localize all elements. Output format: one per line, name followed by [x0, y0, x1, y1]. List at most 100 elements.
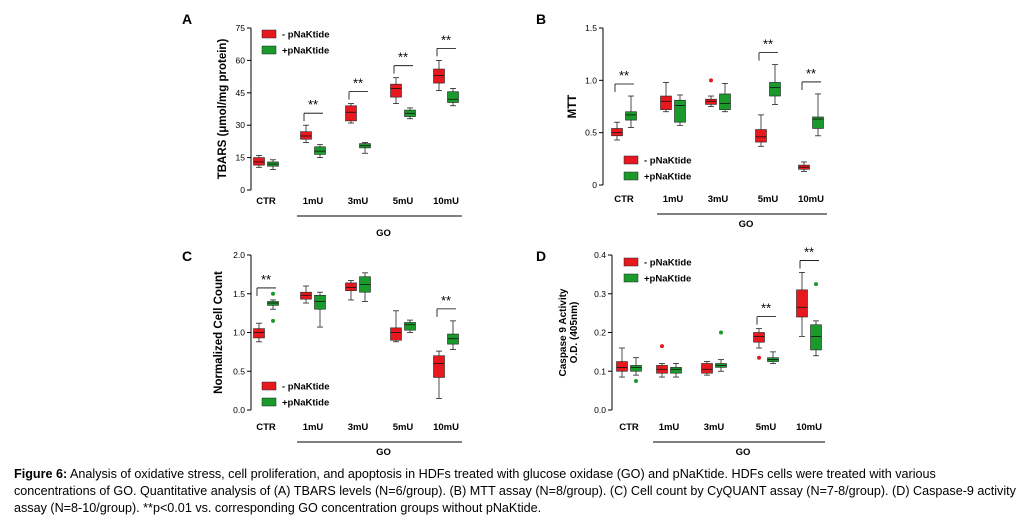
significance-ctr: ** [256, 272, 276, 296]
caption-text: Analysis of oxidative stress, cell proli… [14, 467, 1016, 515]
box-body [433, 68, 445, 84]
panel-a: A 0 15 30 45 60 75 TBARS (μmol/mg protein) CTR 1m… [182, 11, 462, 239]
box-plus-5mu [404, 107, 416, 120]
legend-label-plus: +pNaKtide [282, 46, 329, 57]
box-body [810, 324, 822, 351]
box-body [719, 93, 731, 110]
y-tick-label: 60 [236, 55, 246, 65]
category-label: 10mU [796, 422, 822, 433]
category-label: 10mU [798, 194, 824, 205]
legend: - pNaKtide +pNaKtide [623, 258, 692, 285]
box-minus-ctr [611, 121, 623, 141]
significance-5mu: ** [756, 301, 776, 325]
y-tick-label: 0.1 [594, 366, 606, 376]
box-body [314, 146, 326, 155]
box-body [253, 328, 265, 339]
category-label: 3mU [704, 422, 725, 433]
legend-swatch-minus [623, 155, 639, 165]
box-plus-3mu [719, 83, 731, 113]
outlier-point [757, 355, 761, 360]
legend-label-plus: +pNaKtide [282, 398, 329, 409]
significance-label: ** [441, 32, 451, 47]
panel-letter: D [536, 248, 546, 264]
box-plus-3mu [359, 272, 371, 302]
group-label: GO [739, 219, 754, 230]
box-body [769, 82, 781, 97]
y-axis-label: TBARS (μmol/mg protein) [217, 39, 229, 180]
box-minus-ctr [616, 347, 628, 378]
y-tick-label: 0.2 [594, 328, 606, 338]
box-plus-10mu [447, 88, 459, 107]
significance-label: ** [308, 97, 318, 112]
y-tick-label: 1.5 [585, 23, 597, 33]
y-tick-label: 0.5 [233, 366, 245, 376]
box-minus-1mu [656, 344, 668, 378]
category-label: 1mU [303, 422, 324, 433]
category-label: 3mU [348, 196, 369, 207]
box-body [674, 99, 686, 123]
box-body [345, 282, 357, 291]
box-body [390, 83, 402, 98]
box-plus-1mu [314, 144, 326, 159]
legend: - pNaKtide +pNaKtide [261, 382, 330, 409]
category-label: 10mU [433, 196, 459, 207]
legend-label-minus: - pNaKtide [282, 30, 330, 41]
y-tick-label: 75 [236, 23, 246, 33]
box-body [300, 131, 312, 140]
box-body [616, 361, 628, 372]
box-body [390, 327, 402, 341]
box-plus-10mu [812, 93, 824, 137]
box-minus-3mu [345, 280, 357, 301]
significance-label: ** [806, 66, 816, 81]
box-plus-1mu [674, 94, 686, 126]
category-label: 1mU [663, 194, 684, 205]
y-axis-label: MTT [567, 95, 579, 119]
box-body [345, 105, 357, 122]
legend-label-minus: - pNaKtide [282, 382, 330, 393]
y-tick-label: 1.0 [585, 75, 597, 85]
y-tick-label: 15 [236, 153, 246, 163]
significance-5mu: ** [393, 50, 413, 74]
significance-label: ** [761, 301, 771, 316]
box-minus-1mu [300, 124, 312, 143]
box-plus-3mu [715, 330, 727, 372]
figure-6-panels: A 0 15 30 45 60 75 TBARS (μmol/mg protein) CTR 1m… [182, 11, 827, 458]
outlier-point [271, 291, 275, 296]
category-label: 5mU [758, 194, 779, 205]
y-tick-label: 0 [592, 180, 597, 190]
y-tick-label: 1.0 [233, 328, 245, 338]
outlier-point [634, 378, 638, 383]
box-minus-ctr [253, 155, 265, 168]
panel-d: D 0.0 0.1 0.2 0.3 0.4 Caspase 9 Activity O.D. (… [536, 244, 825, 458]
significance-10mu: ** [436, 293, 456, 317]
box-minus-1mu [300, 285, 312, 304]
legend-swatch-plus [261, 45, 277, 55]
significance-label: ** [261, 272, 271, 287]
box-minus-5mu [390, 310, 402, 343]
box-minus-1mu [660, 82, 672, 113]
significance-label: ** [398, 50, 408, 65]
significance-label: ** [441, 293, 451, 308]
box-body [625, 111, 637, 121]
box-body [314, 294, 326, 310]
box-plus-ctr [267, 291, 279, 323]
panel-letter: A [182, 11, 192, 27]
box-plus-ctr [625, 95, 637, 128]
box-minus-ctr [253, 322, 265, 343]
box-body [611, 128, 623, 137]
outlier-point [660, 344, 664, 349]
legend: - pNaKtide +pNaKtide [261, 30, 330, 57]
legend-swatch-plus [623, 273, 639, 283]
category-label: CTR [614, 194, 634, 205]
y-tick-label: 0.3 [594, 289, 606, 299]
y-tick-label: 0.4 [594, 250, 606, 260]
box-plus-10mu [447, 320, 459, 350]
box-minus-5mu [390, 77, 402, 104]
box-body [447, 91, 459, 103]
y-tick-label: 45 [236, 88, 246, 98]
category-label: CTR [256, 422, 276, 433]
category-label: 5mU [393, 422, 414, 433]
box-minus-3mu [701, 361, 713, 376]
box-body [660, 95, 672, 110]
box-minus-5mu [753, 328, 765, 360]
